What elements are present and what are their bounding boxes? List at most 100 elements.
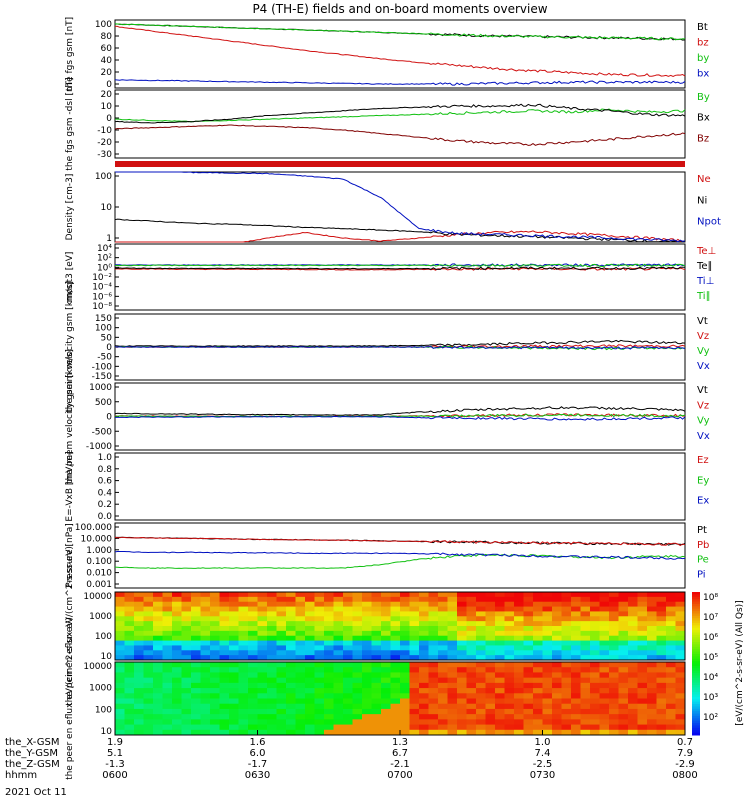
- heatmap-cell: [656, 693, 667, 699]
- y-tick-label: 10: [101, 727, 113, 737]
- legend-entry: By: [697, 92, 710, 103]
- heatmap-cell: [248, 630, 258, 637]
- heatmap-cell: [476, 640, 486, 646]
- heatmap-cell: [305, 635, 315, 642]
- heatmap-cell: [656, 677, 667, 684]
- heatmap-cell: [305, 714, 315, 720]
- heatmap-cell: [514, 645, 524, 651]
- heatmap-cell: [134, 621, 144, 627]
- heatmap-cell: [523, 596, 534, 603]
- heatmap-cell: [419, 630, 429, 637]
- heatmap-cell: [238, 682, 249, 689]
- heatmap-cell: [267, 640, 277, 646]
- heatmap-cell: [523, 714, 534, 720]
- colorbar-cell: [692, 663, 700, 667]
- heatmap-cell: [324, 672, 334, 679]
- heatmap-cell: [419, 703, 429, 710]
- heatmap-cell: [248, 645, 258, 651]
- y-tick-label: 1.000: [86, 546, 112, 556]
- heatmap-cell: [409, 596, 420, 603]
- heatmap-cell: [647, 650, 657, 656]
- heatmap-cell: [333, 650, 344, 656]
- heatmap-cell: [647, 698, 657, 705]
- heatmap-cell: [514, 626, 524, 632]
- heatmap-cell: [599, 650, 610, 656]
- heatmap-cell: [181, 606, 192, 612]
- heatmap-cell: [248, 611, 258, 617]
- heatmap-cell: [162, 682, 173, 689]
- heatmap-cell: [409, 719, 420, 726]
- heatmap-cell: [200, 626, 211, 632]
- heatmap-cell: [466, 719, 477, 726]
- heatmap-cell: [153, 621, 163, 627]
- heatmap-cell: [552, 630, 562, 637]
- heatmap-cell: [153, 635, 163, 642]
- heatmap-cell: [400, 645, 410, 651]
- heatmap-cell: [419, 672, 429, 679]
- heatmap-cell: [666, 640, 676, 646]
- heatmap-cell: [609, 640, 619, 646]
- heatmap-cell: [390, 611, 401, 617]
- heatmap-cell: [134, 626, 144, 632]
- heatmap-cell: [447, 645, 458, 651]
- x-tick-label: 1.6: [250, 737, 266, 748]
- heatmap-cell: [476, 719, 486, 726]
- heatmap-cell: [561, 677, 572, 684]
- heatmap-cell: [542, 630, 553, 637]
- heatmap-cell: [447, 606, 458, 612]
- heatmap-cell: [656, 688, 667, 694]
- heatmap-cell: [409, 724, 420, 731]
- heatmap-cell: [295, 650, 306, 656]
- heatmap-cell: [495, 645, 505, 651]
- heatmap-cell: [666, 655, 676, 661]
- heatmap-cell: [637, 635, 648, 642]
- heatmap-cell: [571, 703, 581, 710]
- x-tick-label: -2.5: [533, 759, 553, 770]
- heatmap-cell: [191, 698, 201, 705]
- legend-entry: Bz: [697, 133, 709, 144]
- heatmap-cell: [324, 592, 334, 598]
- heatmap-cell: [666, 650, 676, 656]
- heatmap-cell: [210, 714, 220, 720]
- heatmap-cell: [219, 592, 230, 598]
- heatmap-cell: [628, 616, 638, 622]
- heatmap-cell: [238, 635, 249, 642]
- heatmap-cell: [352, 630, 363, 637]
- heatmap-cell: [428, 635, 439, 642]
- heatmap-cell: [637, 601, 648, 608]
- heatmap-cell: [561, 693, 572, 699]
- heatmap-cell: [153, 719, 163, 726]
- y-tick-label: 0.6: [98, 477, 113, 487]
- heatmap-cell: [210, 693, 220, 699]
- heatmap-cell: [675, 719, 686, 726]
- heatmap-cell: [485, 640, 496, 646]
- heatmap-cell: [647, 601, 657, 608]
- heatmap-cell: [409, 714, 420, 720]
- heatmap-cell: [656, 616, 667, 622]
- heatmap-cell: [191, 708, 201, 715]
- heatmap-cell: [390, 714, 401, 720]
- heatmap-cell: [647, 662, 657, 668]
- heatmap-cell: [295, 682, 306, 689]
- heatmap-cell: [352, 708, 363, 715]
- heatmap-cell: [533, 596, 543, 603]
- heatmap-cell: [409, 635, 420, 642]
- heatmap-cell: [143, 703, 154, 710]
- heatmap-cell: [181, 677, 192, 684]
- heatmap-cell: [618, 616, 629, 622]
- heatmap-cell: [267, 708, 277, 715]
- heatmap-cell: [181, 630, 192, 637]
- heatmap-cell: [447, 640, 458, 646]
- heatmap-cell: [533, 672, 543, 679]
- heatmap-cell: [599, 645, 610, 651]
- heatmap-cell: [219, 630, 230, 637]
- heatmap-cell: [162, 729, 173, 736]
- heatmap-cell: [276, 626, 287, 632]
- heatmap-cell: [637, 667, 648, 673]
- heatmap-cell: [390, 719, 401, 726]
- heatmap-cell: [257, 682, 268, 689]
- heatmap-cell: [390, 592, 401, 598]
- x-tick-label: -2.9: [675, 759, 695, 770]
- x-tick-label: 0600: [102, 770, 127, 781]
